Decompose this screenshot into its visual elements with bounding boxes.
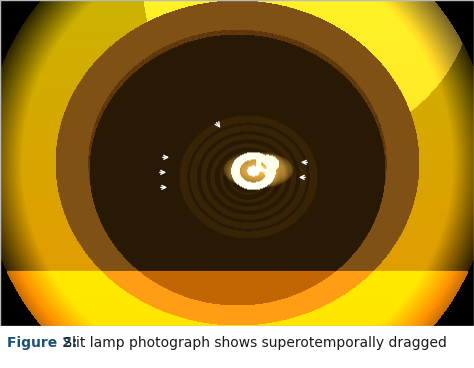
Text: Figure 2:: Figure 2: — [7, 336, 77, 350]
Text: Slit lamp photograph shows superotemporally dragged: Slit lamp photograph shows superotempora… — [59, 336, 447, 350]
